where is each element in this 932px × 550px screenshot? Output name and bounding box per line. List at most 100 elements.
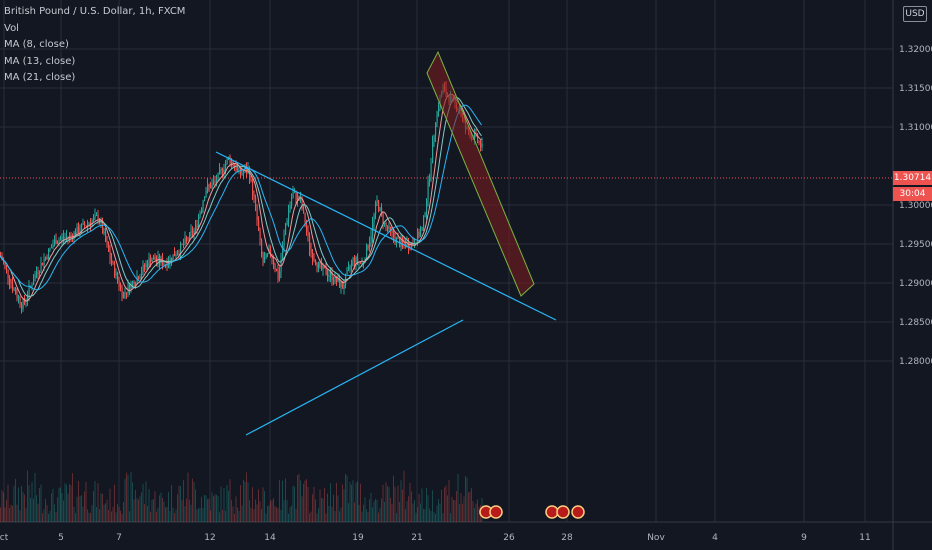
candle-body — [39, 271, 41, 273]
bar-countdown-label: 30:04 — [893, 187, 932, 201]
candle-body — [373, 214, 375, 223]
event-badge-icon — [556, 505, 570, 519]
candle-body — [169, 257, 171, 263]
candle-body — [67, 236, 69, 238]
volume-bar — [198, 508, 199, 522]
volume-bar — [204, 495, 205, 522]
candle-body — [226, 158, 228, 164]
candle-body — [216, 180, 218, 182]
volume-bar — [120, 510, 121, 522]
volume-bar — [327, 493, 328, 522]
candle-body — [343, 284, 345, 289]
volume-bar — [346, 475, 348, 522]
volume-bar — [132, 482, 133, 522]
legend-ma8[interactable]: MA (8, close) — [4, 39, 69, 50]
y-tick-label: 1.31000 — [899, 123, 932, 133]
candle-body — [331, 272, 333, 281]
candle-body — [28, 286, 30, 296]
volume-bar — [325, 513, 327, 522]
volume-bar — [205, 495, 207, 522]
candle-body — [51, 247, 53, 249]
candle-body — [432, 141, 434, 164]
currency-button[interactable]: USD — [903, 6, 927, 22]
x-tick-label: 19 — [352, 533, 364, 543]
volume-bar — [405, 509, 406, 522]
volume-bar — [36, 495, 37, 522]
volume-bar — [468, 492, 469, 522]
volume-bar — [351, 484, 352, 522]
volume-bar — [289, 507, 291, 522]
volume-bar — [183, 480, 184, 522]
volume-bar — [117, 503, 118, 522]
candle-body — [375, 202, 377, 215]
legend-ma13[interactable]: MA (13, close) — [4, 55, 76, 67]
volume-bar — [258, 489, 259, 522]
volume-bar — [184, 506, 186, 522]
candle-body — [265, 253, 267, 259]
volume-bar — [84, 491, 85, 522]
candle-body — [480, 142, 482, 148]
candle-body — [316, 264, 318, 268]
volume-bar — [27, 470, 28, 522]
volume-bar — [229, 479, 231, 522]
candle-body — [223, 169, 225, 173]
candle-body — [237, 168, 239, 171]
candle-body — [286, 220, 288, 225]
candle-body — [408, 242, 410, 249]
y-tick-label: 1.29000 — [899, 279, 932, 289]
volume-bar — [58, 488, 60, 522]
volume-bar — [457, 473, 459, 522]
volume-bar — [96, 506, 97, 522]
candle-body — [406, 242, 408, 247]
volume-bar — [429, 508, 430, 522]
candle-body — [123, 292, 125, 298]
y-tick-label: 1.30000 — [899, 201, 932, 211]
volume-bar — [450, 513, 451, 522]
candle-body — [417, 231, 419, 244]
candle-body — [367, 245, 369, 249]
candle-body — [145, 263, 147, 267]
volume-bar — [106, 499, 108, 522]
candle-body — [46, 256, 48, 259]
candle-body — [94, 215, 96, 218]
volume-bar — [300, 480, 301, 522]
candle-body — [61, 236, 63, 239]
volume-bar — [49, 510, 51, 522]
x-tick-label: ct — [0, 533, 9, 543]
candle-body — [433, 135, 435, 142]
volume-bar — [268, 505, 270, 522]
volume-bar — [141, 492, 142, 522]
candle-body — [121, 288, 123, 298]
volume-bar — [372, 507, 373, 522]
volume-bar — [244, 481, 246, 522]
legend-vol[interactable]: Vol — [4, 22, 19, 34]
candle-body — [349, 266, 351, 268]
candle-body — [153, 257, 155, 260]
candle-body — [438, 108, 440, 112]
candle-body — [85, 225, 87, 227]
candle-body — [57, 242, 59, 244]
candle-body — [238, 167, 240, 169]
volume-bar — [210, 510, 211, 522]
volume-bar — [232, 506, 234, 522]
volume-bar — [135, 490, 136, 522]
candle-body — [300, 197, 302, 201]
volume-bar — [165, 507, 166, 522]
volume-bar — [465, 476, 466, 522]
candle-body — [103, 232, 105, 234]
volume-bar — [322, 498, 324, 522]
volume-bar — [442, 513, 444, 522]
candle-body — [321, 263, 323, 270]
candle-body — [199, 212, 201, 217]
volume-bar — [406, 501, 408, 522]
legend-ma21[interactable]: MA (21, close) — [4, 72, 76, 83]
volume-bar — [109, 488, 111, 522]
candle-body — [138, 276, 140, 279]
volume-bar — [177, 494, 178, 522]
volume-bar — [423, 508, 424, 522]
candle-body — [276, 269, 278, 272]
candle-body — [117, 272, 119, 281]
candle-body — [328, 275, 330, 277]
volume-bar — [199, 507, 201, 522]
